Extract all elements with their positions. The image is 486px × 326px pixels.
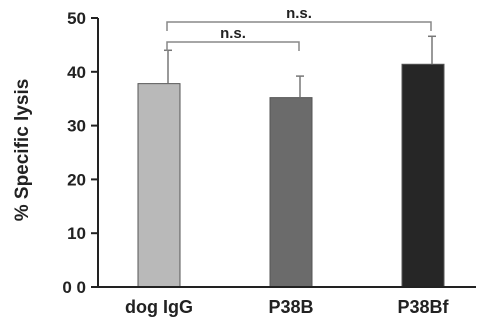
y-tick-label: 30 — [67, 117, 86, 136]
significance-bracket — [166, 41, 300, 51]
y-tick-label: 50 — [67, 9, 86, 28]
y-tick-label: 40 — [67, 63, 86, 82]
y-tick-label: 20 — [67, 170, 86, 189]
x-tick-label: dog IgG — [125, 297, 193, 317]
significance-label: n.s. — [220, 25, 246, 42]
bar-p38bf — [401, 63, 445, 288]
bars — [137, 63, 445, 288]
x-tick-label: P38B — [268, 297, 313, 317]
x-tick-label: P38Bf — [397, 297, 449, 317]
significance-label: n.s. — [286, 5, 312, 22]
significance-bracket — [166, 21, 432, 31]
y-ticks: 0 0 10 20 30 40 50 — [62, 9, 98, 297]
y-tick-label: 0 0 — [62, 278, 86, 297]
bar-p38b — [269, 97, 313, 288]
bar-dog-igg — [137, 83, 181, 288]
y-tick-label: 10 — [67, 224, 86, 243]
significance-brackets: n.s. n.s. — [166, 5, 432, 51]
x-tick-labels: dog IgG P38B P38Bf — [125, 297, 450, 317]
error-bars — [164, 35, 436, 98]
y-axis-title: % Specific lysis — [12, 79, 33, 222]
